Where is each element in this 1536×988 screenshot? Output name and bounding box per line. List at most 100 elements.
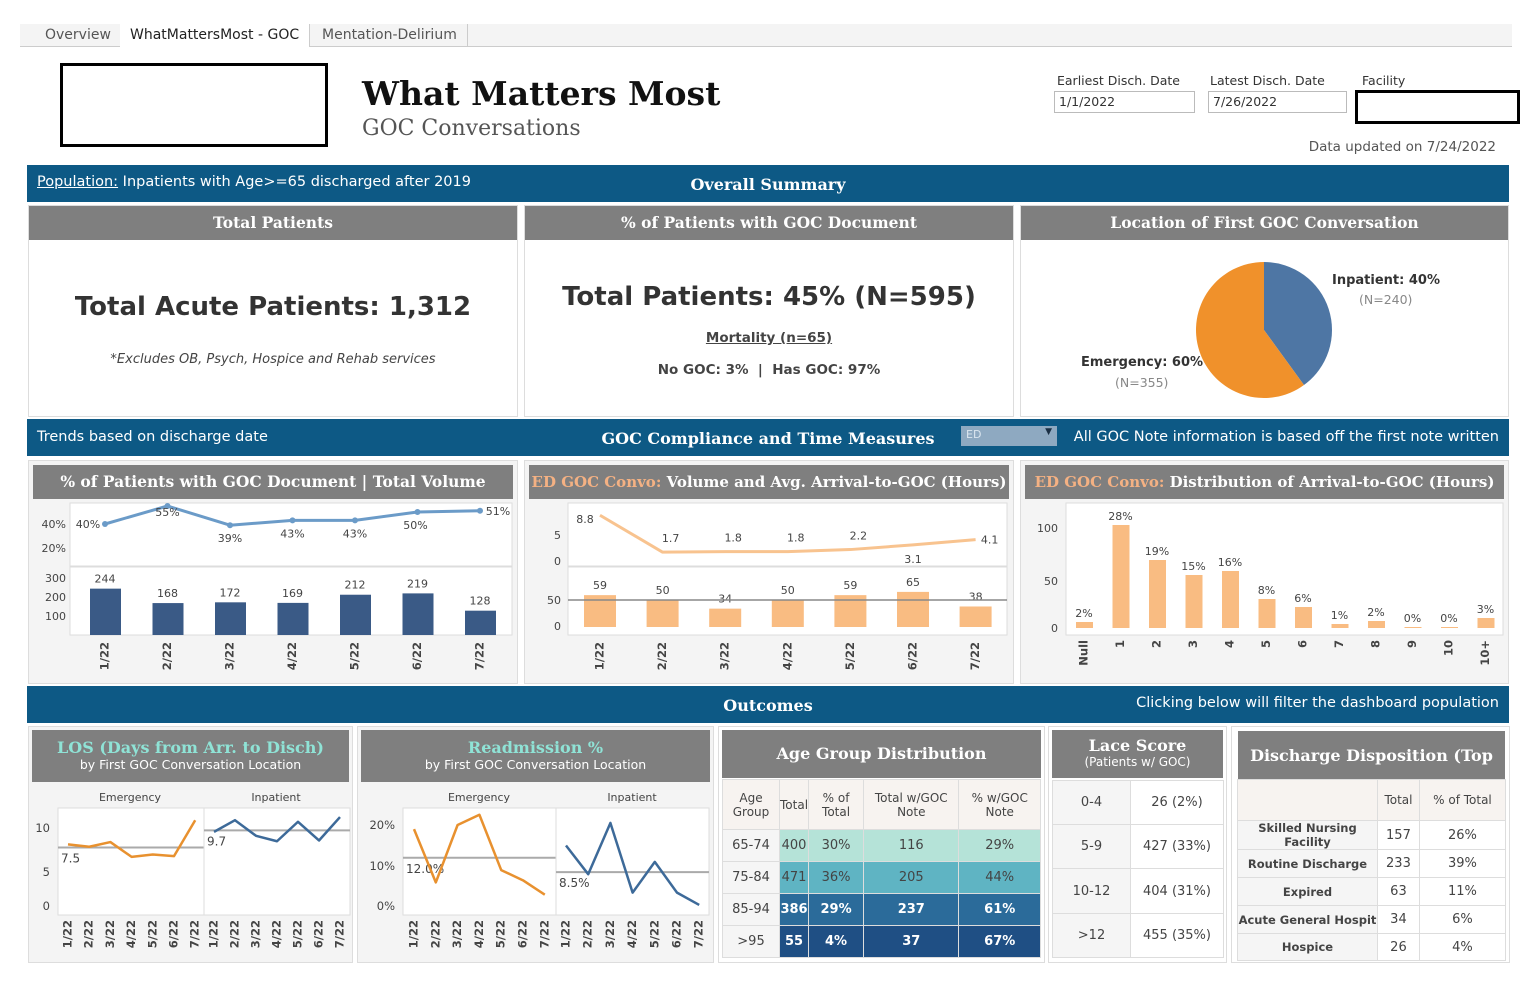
cell[interactable]: Acute General Hospit — [1237, 905, 1378, 934]
ed-prefix: ED GOC Convo: — [531, 473, 662, 491]
cell[interactable]: 471 — [778, 861, 810, 894]
cell[interactable]: Routine Discharge — [1237, 849, 1378, 878]
cell[interactable]: 29% — [808, 893, 865, 926]
cell[interactable]: 233 — [1377, 849, 1420, 878]
facility-select-redacted[interactable] — [1355, 90, 1520, 124]
tab-overview[interactable]: Overview — [35, 24, 122, 47]
table-row[interactable]: 5-9 427 (33%) — [1052, 824, 1224, 869]
cell[interactable]: 386 — [778, 893, 810, 926]
cell[interactable]: 157 — [1377, 820, 1420, 850]
tab-whatmattersmost-goc[interactable]: WhatMattersMost - GOC — [120, 24, 311, 47]
cell[interactable]: 205 — [863, 861, 960, 894]
compliance-band: Trends based on discharge date GOC Compl… — [27, 419, 1509, 456]
population-link[interactable]: Population: — [37, 174, 119, 190]
cell[interactable]: 4% — [808, 925, 865, 958]
exclusions-note: *Excludes OB, Psych, Hospice and Rehab s… — [110, 352, 436, 367]
page-title: What Matters Most — [362, 74, 721, 113]
cell[interactable]: >12 — [1052, 913, 1131, 958]
lace-subtitle: (Patients w/ GOC) — [1084, 755, 1191, 769]
outcomes-title: Outcomes — [723, 696, 813, 715]
cell[interactable]: 10-12 — [1052, 868, 1131, 914]
table-row[interactable]: 10-12 404 (31%) — [1052, 868, 1224, 914]
cell[interactable]: 34 — [1377, 905, 1420, 934]
ed-volume-chart-panel: ED GOC Convo: Volume and Avg. Arrival-to… — [524, 460, 1014, 684]
col-header: Total — [1377, 779, 1420, 821]
cell[interactable]: 11% — [1418, 877, 1507, 906]
cell[interactable]: 404 (31%) — [1130, 868, 1224, 914]
population-text: Population: Inpatients with Age>=65 disc… — [37, 174, 471, 190]
table-row[interactable]: >12 455 (35%) — [1052, 913, 1224, 958]
goc-total-patients: Total Patients: 45% (N=595) — [562, 282, 976, 312]
cell[interactable]: 26 — [1377, 933, 1420, 961]
age-cell[interactable]: >95 — [722, 925, 780, 958]
cell[interactable]: 63 — [1377, 877, 1420, 906]
table-row[interactable]: 0-4 26 (2%) — [1052, 780, 1224, 825]
inpatient-pie-n: (N=240) — [1359, 292, 1413, 307]
col-header: Total w/GOC Note — [863, 779, 960, 830]
table-row[interactable]: Acute General Hospit 34 6% — [1237, 905, 1507, 934]
disposition-header-row: Total% of Total — [1237, 779, 1507, 821]
earliest-date-input[interactable]: 1/1/2022 — [1054, 91, 1195, 113]
age-cell[interactable]: 75-84 — [722, 861, 780, 894]
cell[interactable]: 400 — [778, 829, 810, 862]
cell[interactable]: 6% — [1418, 905, 1507, 934]
age-table-header-row: Age Group Total % of Total Total w/GOC N… — [722, 779, 1041, 830]
table-row[interactable]: Hospice 26 4% — [1237, 933, 1507, 961]
age-group-header: Age Group Distribution — [722, 730, 1041, 778]
chevron-down-icon: ▼ — [1045, 427, 1052, 437]
cell[interactable]: 0-4 — [1052, 780, 1131, 825]
tab-mentation-delirium[interactable]: Mentation-Delirium — [312, 24, 468, 47]
cell[interactable]: 55 — [778, 925, 810, 958]
ed-distribution-chart-panel: ED GOC Convo: Distribution of Arrival-to… — [1020, 460, 1509, 684]
ed-distribution-chart-title: ED GOC Convo: Distribution of Arrival-to… — [1025, 465, 1504, 499]
location-header: Location of First GOC Conversation — [1021, 206, 1508, 240]
goc-volume-chart-title: % of Patients with GOC Document | Total … — [33, 465, 513, 499]
cell[interactable]: 36% — [808, 861, 865, 894]
discharge-disposition-header: Discharge Disposition (Top 5) — [1238, 731, 1505, 814]
cell[interactable]: 5-9 — [1052, 824, 1131, 869]
cell[interactable]: 26 (2%) — [1130, 780, 1224, 825]
table-row[interactable]: 85-94 386 29% 237 61% — [722, 893, 1041, 926]
total-patients-header: Total Patients — [29, 206, 517, 240]
cell[interactable]: Skilled Nursing Facility — [1237, 820, 1378, 850]
ed-prefix: ED GOC Convo: — [1034, 473, 1165, 491]
cell[interactable]: 116 — [863, 829, 960, 862]
cell[interactable]: 26% — [1418, 820, 1507, 850]
col-header: Total — [778, 779, 810, 830]
cell[interactable]: 29% — [958, 829, 1041, 862]
cell[interactable]: 427 (33%) — [1130, 824, 1224, 869]
cell[interactable]: 37 — [863, 925, 960, 958]
goc-volume-chart-panel: % of Patients with GOC Document | Total … — [28, 460, 518, 684]
cell[interactable]: 39% — [1418, 849, 1507, 878]
table-row[interactable]: Expired 63 11% — [1237, 877, 1507, 906]
cell[interactable]: 67% — [958, 925, 1041, 958]
discharge-disposition-table: Total% of Total Skilled Nursing Facility… — [1237, 779, 1507, 961]
cell[interactable]: 237 — [863, 893, 960, 926]
age-cell[interactable]: 65-74 — [722, 829, 780, 862]
redacted-logo — [60, 63, 328, 147]
readmission-title: Readmission % — [467, 738, 604, 757]
cell[interactable]: 61% — [958, 893, 1041, 926]
mortality-link[interactable]: Mortality (n=65) — [705, 330, 833, 346]
cell[interactable]: Expired — [1237, 877, 1378, 906]
latest-date-input[interactable]: 7/26/2022 — [1208, 91, 1347, 113]
table-row[interactable]: 75-84 471 36% 205 44% — [722, 861, 1041, 894]
goc-document-header: % of Patients with GOC Document — [525, 206, 1013, 240]
cell[interactable]: 44% — [958, 861, 1041, 894]
cell[interactable]: 455 (35%) — [1130, 913, 1224, 958]
cell[interactable]: 30% — [808, 829, 865, 862]
table-row[interactable]: 65-74 400 30% 116 29% — [722, 829, 1041, 862]
table-row[interactable]: Skilled Nursing Facility 157 26% — [1237, 820, 1507, 850]
cell[interactable]: Hospice — [1237, 933, 1378, 961]
compliance-title: GOC Compliance and Time Measures — [601, 429, 935, 448]
table-row[interactable]: Routine Discharge 233 39% — [1237, 849, 1507, 878]
ed-distribution-title-text: Distribution of Arrival-to-GOC (Hours) — [1164, 473, 1495, 491]
col-header: % of Total — [808, 779, 865, 830]
table-row[interactable]: >95 55 4% 37 67% — [722, 925, 1041, 958]
latest-date-label: Latest Disch. Date — [1210, 73, 1325, 88]
ed-volume-chart-title: ED GOC Convo: Volume and Avg. Arrival-to… — [529, 465, 1009, 499]
location-dropdown[interactable]: ED ▼ — [961, 426, 1057, 446]
dropdown-value: ED — [966, 428, 982, 441]
age-cell[interactable]: 85-94 — [722, 893, 780, 926]
cell[interactable]: 4% — [1418, 933, 1507, 961]
